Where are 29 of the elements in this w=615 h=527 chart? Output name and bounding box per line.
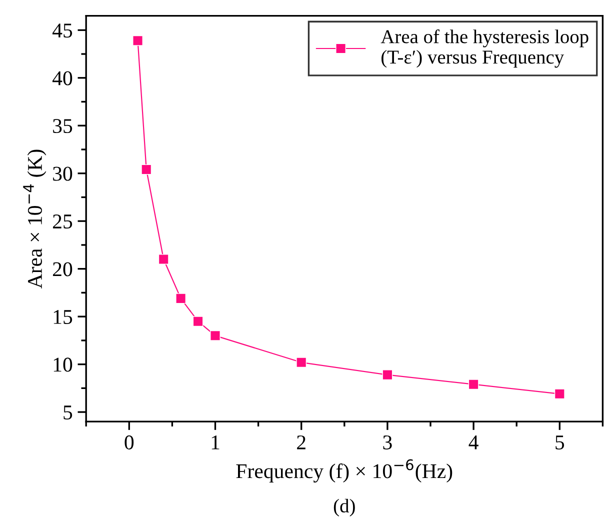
point [468, 379, 479, 390]
y-tick-label: 35 [53, 119, 72, 134]
y-tick-label: 10 [54, 358, 72, 372]
point [296, 357, 307, 368]
point [192, 316, 204, 327]
x-tick-label: 2 [297, 435, 306, 450]
point [210, 330, 220, 341]
legend-label: Area of the hysteresis loop (T-ε′) versus Frequency [380, 29, 588, 68]
y-tick-label: 25 [52, 214, 72, 229]
y-tick-label: 15 [54, 310, 72, 324]
y-tick-label: 20 [52, 262, 72, 276]
x-tick-label: 0 [124, 435, 134, 450]
y-tick-label: 5 [64, 406, 72, 420]
point [132, 35, 143, 46]
x-tick-label: 4 [468, 436, 478, 450]
point [141, 164, 152, 175]
y-tick-label: 30 [53, 166, 72, 181]
y-axis-title: Area × 10$^{−4}$ (K) [23, 150, 46, 288]
text: (d) [334, 498, 355, 516]
x-tick-label: 1 [212, 436, 220, 450]
point [176, 293, 186, 304]
point [382, 370, 393, 380]
y-tick-label: 40 [52, 71, 72, 86]
x-tick-label: 3 [383, 435, 392, 450]
point [158, 254, 169, 264]
x-axis-title: Frequency (f) × 10$^{−6}$(Hz) [236, 459, 452, 483]
x-tick-label: 5 [556, 436, 564, 450]
point [554, 388, 565, 400]
y-tick-label: 45 [52, 24, 72, 38]
